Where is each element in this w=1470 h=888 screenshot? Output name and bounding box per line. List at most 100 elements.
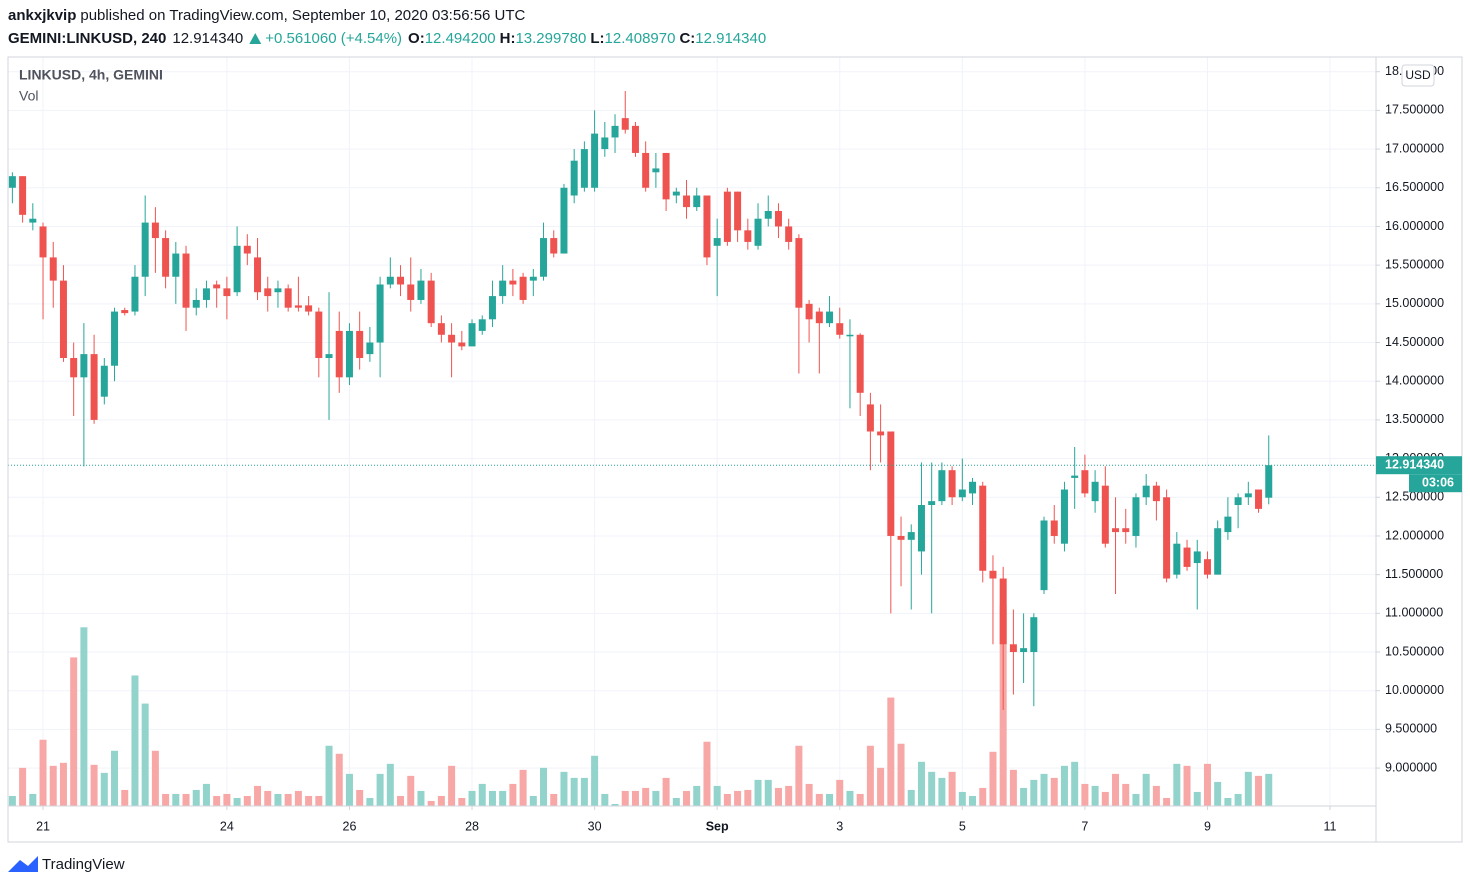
close-label: C: (679, 30, 695, 47)
volume-bar (1265, 773, 1273, 806)
candle-body (550, 238, 558, 254)
x-tick-label: Sep (706, 819, 729, 833)
y-tick-label: 9.500000 (1385, 722, 1437, 736)
y-tick-label: 14.000000 (1385, 374, 1444, 388)
candle-body (958, 489, 966, 498)
volume-bar (100, 772, 108, 806)
candle-body (928, 501, 936, 506)
brand-name: TradingView (42, 856, 125, 873)
candle-body (417, 280, 425, 300)
volume-bar (969, 795, 977, 806)
y-tick-label: 12.500000 (1385, 490, 1444, 504)
high-value: 13.299780 (515, 30, 586, 47)
volume-bar (49, 765, 57, 806)
volume-bar (162, 793, 170, 806)
currency-badge[interactable] (1401, 64, 1435, 87)
candle-body (887, 431, 895, 536)
candle-body (795, 238, 803, 308)
candle-body (1101, 485, 1109, 544)
candle-body (897, 535, 905, 540)
y-tick-label: 12.000000 (1385, 528, 1444, 542)
volume-bar (1142, 773, 1150, 806)
open-value: 12.494200 (425, 30, 496, 47)
candle-body (284, 288, 292, 308)
candle-body (938, 470, 946, 502)
volume-bar (417, 790, 425, 806)
volume-bar (397, 795, 405, 806)
volume-bar (774, 787, 782, 806)
candle-body (243, 245, 251, 254)
volume-bar (1040, 773, 1048, 806)
candle-body (744, 230, 752, 242)
volume-bar (815, 793, 823, 806)
volume-bar (754, 779, 762, 806)
candle-body (264, 288, 272, 297)
candle-body (1214, 528, 1222, 575)
y-tick-label: 16.000000 (1385, 219, 1444, 233)
volume-bar (631, 790, 639, 806)
volume-bar (948, 771, 956, 806)
volume-bar (1009, 769, 1017, 806)
volume-bar (989, 751, 997, 806)
countdown-badge (1409, 474, 1462, 493)
candle-body (826, 311, 834, 324)
volume-bar (366, 797, 374, 806)
y-tick-label: 11.500000 (1385, 567, 1443, 581)
candle-body (478, 319, 486, 331)
volume-bar (1030, 779, 1038, 806)
volume-bar (938, 777, 946, 806)
volume-bar (958, 791, 966, 806)
candle-body (111, 311, 119, 366)
volume-bar (1101, 791, 1109, 806)
y-tick-label: 15.500000 (1385, 257, 1444, 271)
volume-bar (580, 777, 588, 806)
candle-body (1173, 543, 1181, 575)
candle-body (39, 226, 47, 258)
candle-body (19, 176, 27, 215)
candle-body (519, 276, 527, 300)
candle-body (1020, 648, 1028, 653)
candle-body (1071, 475, 1079, 478)
candle-body (1091, 481, 1099, 502)
volume-bar (407, 775, 415, 806)
volume-bar (917, 761, 925, 806)
volume-bar (243, 795, 251, 806)
volume-bar (1050, 777, 1058, 806)
volume-bar (621, 790, 629, 806)
volume-bar (294, 790, 302, 806)
candle-body (540, 238, 548, 277)
candle-body (601, 137, 609, 150)
publisher: ankxjkvip (8, 7, 76, 24)
legend-title: LINKUSD, 4h, GEMINI (19, 67, 163, 83)
volume-bar (468, 790, 476, 806)
volume-bar (1214, 781, 1222, 806)
volume-bar (856, 793, 864, 806)
x-tick-label: 9 (1204, 819, 1211, 833)
volume-bar (8, 795, 16, 806)
candle-body (254, 257, 262, 293)
candle-body (1142, 485, 1150, 498)
volume-bar (1163, 797, 1171, 806)
candle-body (866, 404, 874, 432)
symbol: GEMINI:LINKUSD, 240 (8, 30, 166, 47)
y-tick-label: 16.500000 (1385, 180, 1444, 194)
change: +0.561060 (+4.54%) (265, 30, 402, 47)
candle-body (1255, 489, 1263, 509)
currency[interactable]: USD (1405, 68, 1431, 82)
candle-body (1265, 465, 1273, 498)
volume-bar (1071, 761, 1079, 806)
volume-bar (1173, 763, 1181, 806)
candle-body (570, 160, 578, 196)
volume-bar (1244, 771, 1252, 806)
volume-bar (335, 753, 343, 806)
candle-body (305, 305, 313, 312)
volume-bar (560, 771, 568, 806)
volume-bar (254, 785, 262, 806)
y-tick-label: 14.500000 (1385, 335, 1444, 349)
candle-body (846, 334, 854, 337)
published: published on TradingView.com, September … (80, 7, 525, 24)
candle-body (1163, 497, 1171, 579)
volume-bar (672, 797, 680, 806)
